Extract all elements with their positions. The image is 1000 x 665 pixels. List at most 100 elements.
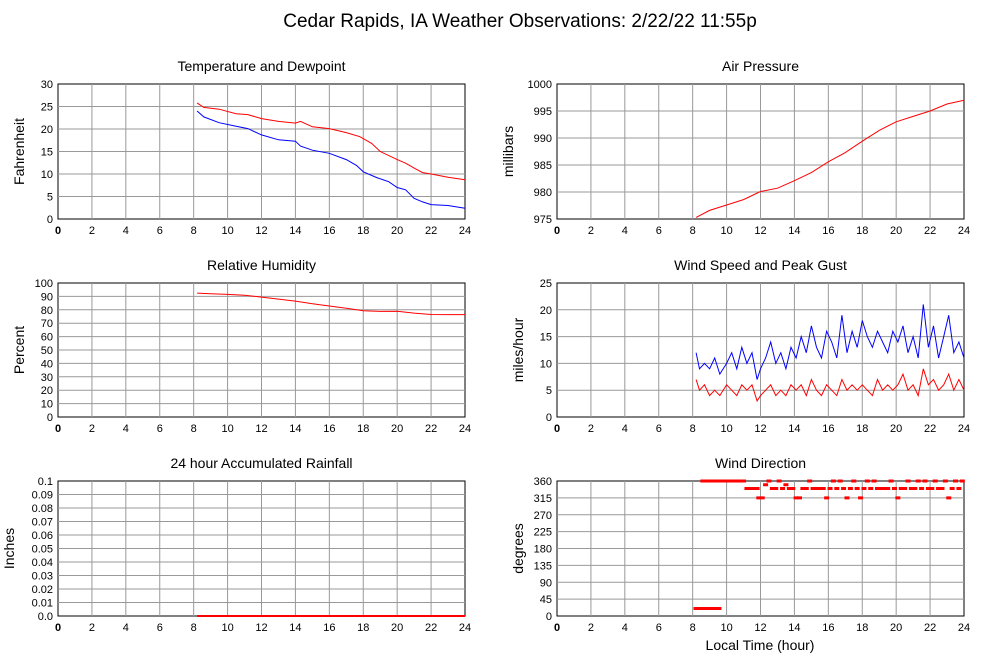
wdir-point	[776, 479, 782, 483]
wdir-xtick-label: 12	[754, 622, 766, 634]
wdir-xtick-label: 16	[822, 622, 834, 634]
wdir-point	[932, 479, 938, 483]
wdir-point	[747, 487, 753, 490]
rain-xtick-label: 20	[391, 622, 403, 634]
temp-xtick-label: 24	[459, 225, 471, 237]
wdir-point	[881, 487, 887, 490]
wdir-point	[953, 479, 959, 483]
rh-ytick-label: 40	[41, 358, 53, 370]
rain-xtick-label: 0	[55, 622, 61, 634]
wdir-point	[769, 487, 775, 490]
wdir-point	[949, 487, 955, 490]
wdir-point	[875, 487, 881, 490]
wdir-point	[793, 496, 799, 500]
temp-ytick-label: 20	[41, 124, 53, 136]
rain-xtick-label: 2	[89, 622, 95, 634]
rain-ytick-label: 0.1	[38, 476, 53, 488]
wdir-point	[922, 479, 928, 483]
rain-ytick-label: 0.06	[32, 530, 53, 542]
rain-ytick-label: 0.05	[32, 544, 53, 556]
wdir-point	[834, 487, 840, 490]
wdir-point	[717, 479, 723, 483]
wdir-point	[888, 479, 894, 483]
wdir-point	[754, 487, 760, 490]
rain-ytick-label: 0.08	[32, 503, 53, 515]
wdir-point	[854, 487, 860, 490]
rain-ytick-label: 0.09	[32, 490, 53, 502]
wdir-xtick-label: 14	[788, 622, 800, 634]
rh-y-axis-label: Percent	[11, 326, 27, 374]
wdir-point	[810, 487, 816, 490]
pressure-xtick-label: 4	[622, 225, 628, 237]
pressure-xtick-label: 10	[720, 225, 732, 237]
temp-ytick-label: 30	[41, 79, 53, 91]
pressure-ytick-label: 985	[534, 160, 552, 172]
wdir-y-axis-label: degrees	[510, 523, 526, 574]
wind-title: Wind Speed and Peak Gust	[674, 257, 847, 273]
wind-ytick-label: 0	[546, 412, 552, 424]
wdir-xtick-label: 4	[622, 622, 628, 634]
wdir-point	[783, 483, 789, 487]
wdir-point	[773, 487, 779, 490]
wdir-xtick-label: 10	[720, 622, 732, 634]
rh-xtick-label: 16	[323, 423, 335, 435]
temp-xtick-label: 4	[123, 225, 129, 237]
temp-xtick-label: 16	[323, 225, 335, 237]
pressure-series-line	[695, 99, 965, 218]
wdir-point	[737, 479, 743, 483]
wdir-point	[780, 487, 786, 490]
rh-ytick-label: 10	[41, 399, 53, 411]
wdir-point	[727, 479, 733, 483]
wdir-point	[908, 487, 914, 490]
pressure-xtick-label: 12	[754, 225, 766, 237]
rain-y-axis-label: Inches	[1, 528, 17, 569]
wdir-point	[912, 487, 918, 490]
pressure-xtick-label: 22	[924, 225, 936, 237]
pressure-xtick-label: 6	[656, 225, 662, 237]
wdir-point	[817, 487, 823, 490]
temp-xtick-label: 20	[391, 225, 403, 237]
rain-xtick-label: 22	[425, 622, 437, 634]
wdir-ytick-label: 90	[540, 577, 552, 589]
rain-xtick-label: 16	[323, 622, 335, 634]
rain-xtick-label: 6	[157, 622, 163, 634]
wind-ytick-label: 15	[540, 332, 552, 344]
rain-xtick-label: 18	[357, 622, 369, 634]
rh-ytick-label: 60	[41, 332, 53, 344]
wdir-point	[701, 607, 707, 610]
wind-ytick-label: 20	[540, 305, 552, 317]
wind-xtick-label: 10	[720, 423, 732, 435]
rain-ytick-label: 0.01	[32, 598, 53, 610]
wdir-point	[713, 479, 719, 483]
wind-xtick-label: 20	[890, 423, 902, 435]
wdir-point	[868, 487, 874, 490]
rh-xtick-label: 6	[157, 423, 163, 435]
wdir-point	[902, 487, 908, 490]
wdir-point	[820, 487, 826, 490]
wdir-point	[830, 479, 836, 483]
pressure-xtick-label: 24	[958, 225, 970, 237]
wdir-point	[895, 496, 901, 500]
temp-ytick-label: 10	[41, 169, 53, 181]
wdir-point	[827, 487, 833, 490]
wdir-point	[919, 487, 925, 490]
wind-xtick-label: 4	[622, 423, 628, 435]
wdir-ytick-label: 360	[534, 476, 552, 488]
wdir-point	[707, 479, 713, 483]
rh-xtick-label: 22	[425, 423, 437, 435]
wdir-ytick-label: 180	[534, 544, 552, 556]
wdir-point	[786, 487, 792, 490]
wdir-point	[946, 496, 952, 500]
wdir-point	[936, 487, 942, 490]
wdir-ytick-label: 45	[540, 594, 552, 606]
pressure-ytick-label: 990	[534, 133, 552, 145]
wdir-point	[861, 487, 867, 490]
wdir-point	[824, 496, 830, 500]
wdir-xtick-label: 8	[690, 622, 696, 634]
wind-series-line	[695, 304, 965, 380]
temp-xtick-label: 0	[55, 225, 61, 237]
wind-xtick-label: 18	[856, 423, 868, 435]
temp-title: Temperature and Dewpoint	[177, 58, 345, 74]
